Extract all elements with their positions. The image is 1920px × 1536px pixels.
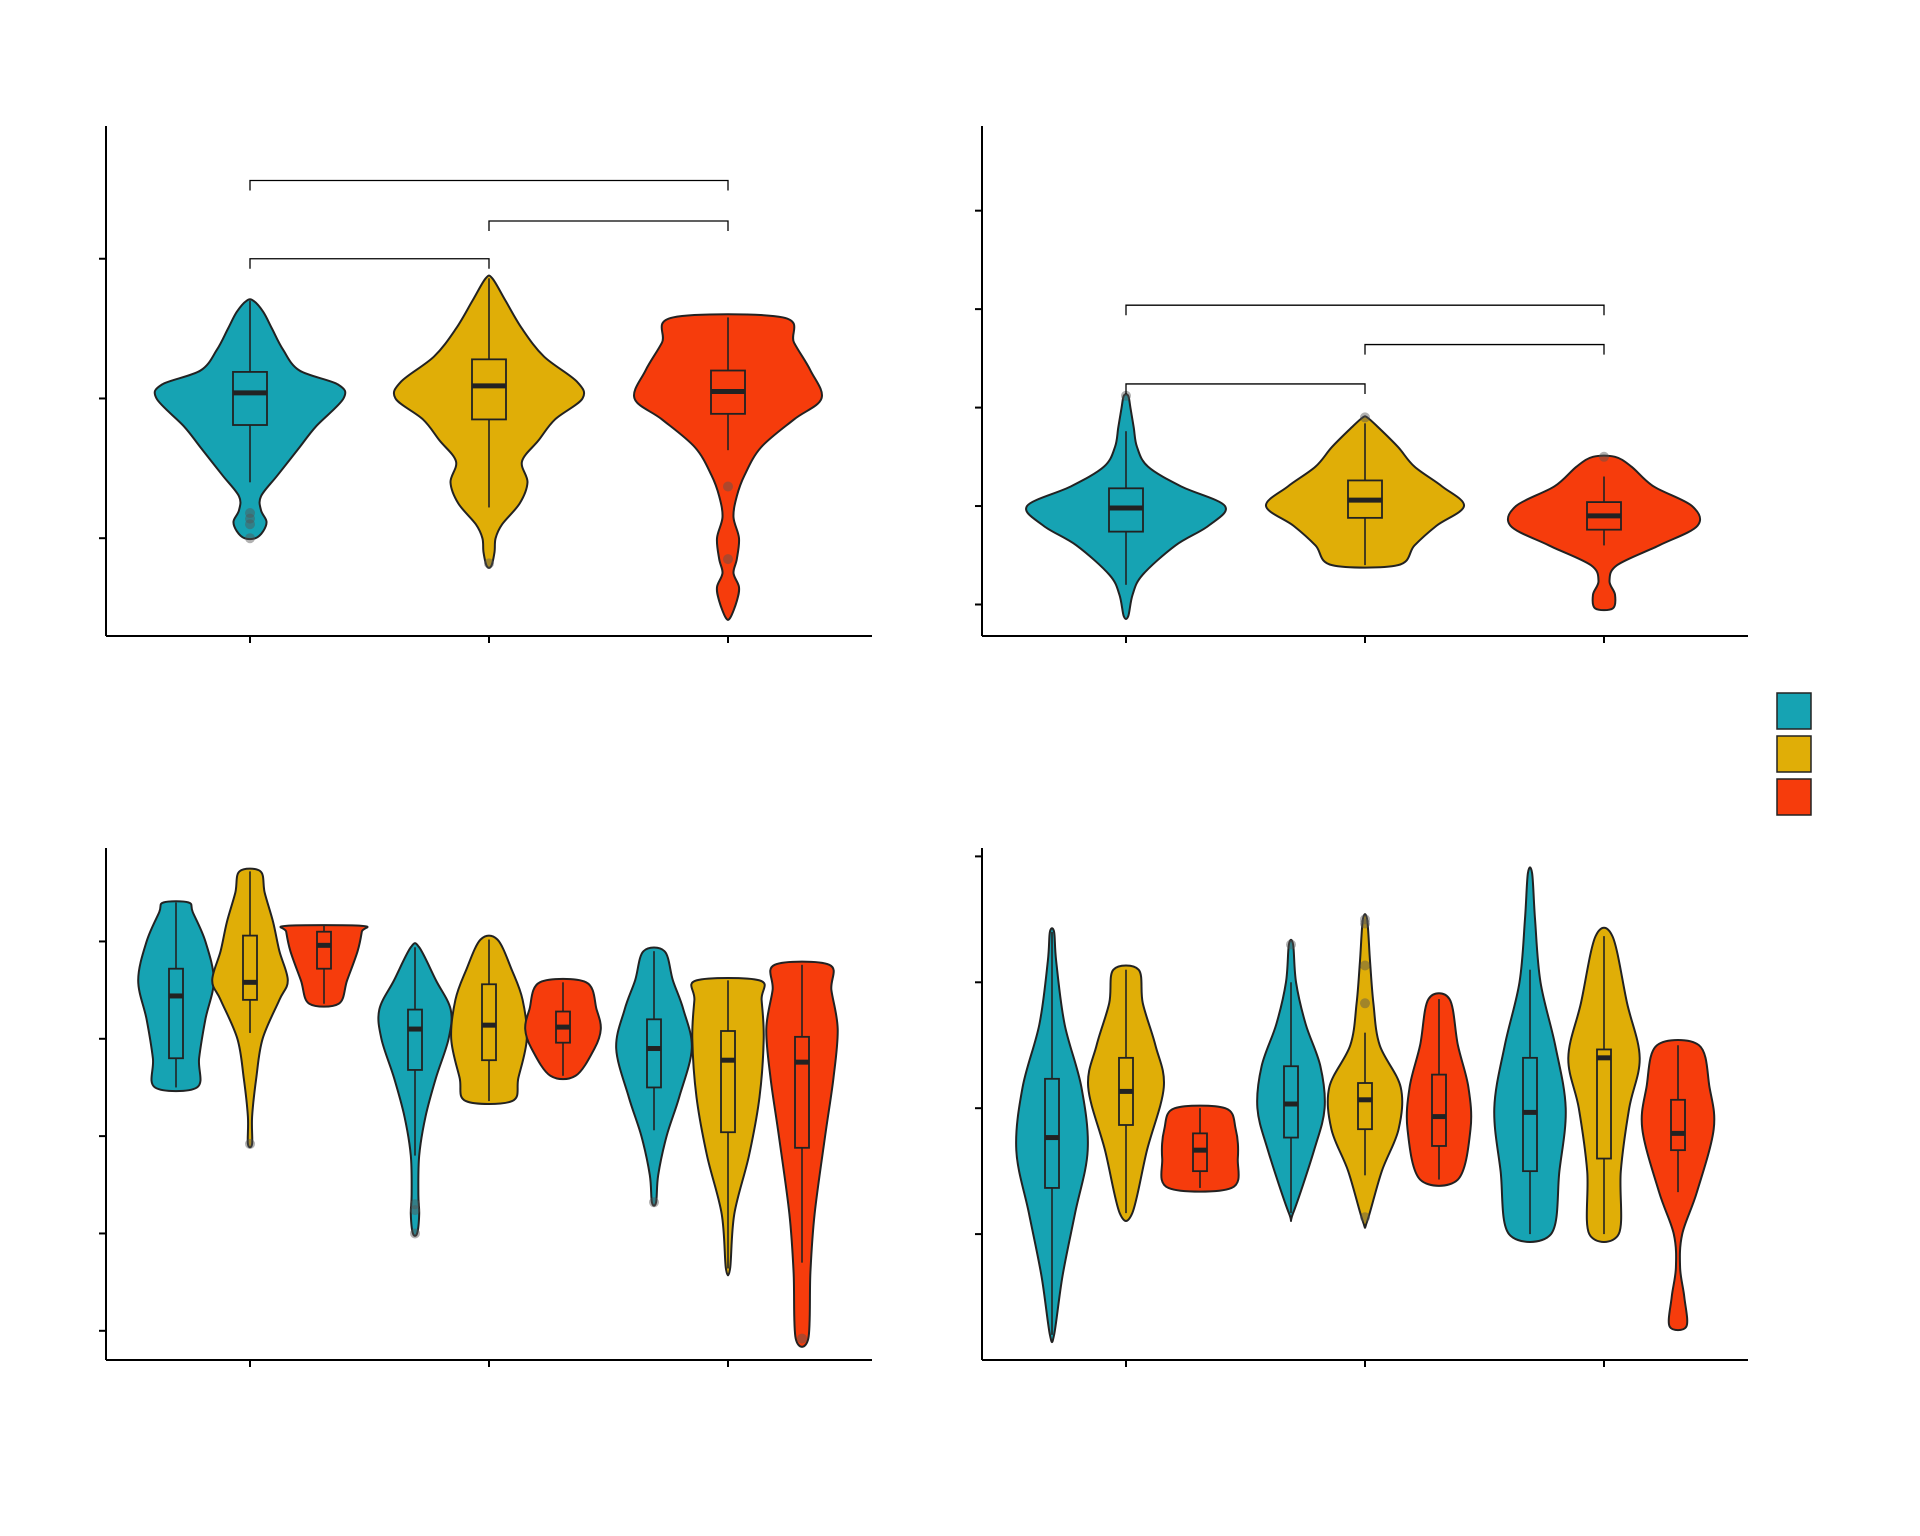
outlier-point <box>484 558 494 569</box>
violin-group-relapse-G1 <box>1493 866 1567 1243</box>
bracket-line <box>1364 343 1605 355</box>
legend-swatch-S <box>1776 735 1812 773</box>
outlier-point <box>245 513 255 524</box>
outlier-point <box>1121 390 1131 401</box>
outlier-point <box>1360 960 1370 971</box>
outlier-point <box>649 1197 659 1208</box>
box <box>720 1030 736 1134</box>
box <box>1357 1082 1373 1131</box>
violin-body <box>1405 992 1473 1187</box>
outlier-point <box>723 554 733 565</box>
legend-swatch-G2M <box>1776 778 1812 816</box>
comparison-bracket <box>488 220 729 232</box>
outlier-point <box>1360 1212 1370 1223</box>
violin-group-MRD-G1 <box>377 942 453 1239</box>
violin-group-relapse-S <box>690 976 766 1277</box>
violin-body <box>1567 926 1641 1243</box>
panel-upr-phase <box>975 126 1748 643</box>
violin-body <box>1256 938 1326 1222</box>
box <box>232 371 268 426</box>
violin-body <box>690 976 766 1277</box>
box <box>316 930 332 970</box>
box <box>168 967 184 1060</box>
violin-group-S <box>1265 412 1465 569</box>
violin-group-S <box>392 274 586 569</box>
outlier-point <box>1360 412 1370 423</box>
violin-group-MRD-S <box>1326 913 1404 1229</box>
outlier-point <box>1599 451 1609 462</box>
panel-upr-treatment <box>975 848 1748 1367</box>
box <box>1044 1077 1060 1189</box>
violin-group-G2M <box>633 313 823 621</box>
violin-group-MRD-G2M <box>1405 992 1473 1187</box>
violin-group-relapse-G2M <box>1640 1039 1716 1332</box>
comparison-bracket <box>249 258 490 269</box>
violin-body <box>633 313 823 621</box>
box <box>646 1018 662 1089</box>
outlier-point <box>797 1333 807 1344</box>
box <box>1431 1073 1447 1147</box>
violin-group-G1 <box>153 298 347 544</box>
bracket-line <box>1125 304 1605 316</box>
bracket-line <box>1125 383 1366 394</box>
violin-body <box>615 946 693 1207</box>
box <box>407 1008 423 1071</box>
box <box>1670 1098 1686 1152</box>
outlier-point <box>1286 939 1296 950</box>
violin-group-vehicle-G1 <box>1015 927 1089 1344</box>
box <box>794 1035 810 1149</box>
comparison-bracket <box>1364 343 1605 355</box>
comparison-bracket <box>1125 383 1366 394</box>
bracket-line <box>488 220 729 232</box>
outlier-point <box>410 1228 420 1239</box>
outlier-point <box>410 1205 420 1216</box>
box <box>242 934 258 1001</box>
panel-oxphos-treatment <box>99 848 872 1367</box>
violin-group-relapse-G2M <box>765 960 839 1348</box>
outlier-point <box>1360 998 1370 1009</box>
violin-group-vehicle-S <box>1087 964 1165 1222</box>
violin-group-relapse-G1 <box>615 946 693 1208</box>
outlier-point <box>410 1199 420 1210</box>
violin-group-vehicle-G2M <box>1160 1104 1240 1193</box>
violin-body <box>153 298 347 541</box>
comparison-bracket <box>1125 304 1605 316</box>
outlier-point <box>245 508 255 519</box>
outlier-point <box>245 519 255 530</box>
violin-group-MRD-G1 <box>1256 938 1326 1222</box>
bracket-line <box>249 179 729 191</box>
panel-oxphos-phase <box>99 126 872 643</box>
box <box>471 358 507 421</box>
outlier-point <box>245 1138 255 1149</box>
violin-group-MRD-G2M <box>524 977 602 1081</box>
box <box>1596 1048 1612 1160</box>
violin-body <box>1265 415 1465 569</box>
comparison-bracket <box>249 179 729 191</box>
legend <box>1776 692 1812 816</box>
outlier-point <box>723 481 733 492</box>
violin-group-G1 <box>1025 390 1227 620</box>
violin-group-G2M <box>1506 451 1702 612</box>
outlier-point <box>245 533 255 544</box>
violin-group-relapse-S <box>1567 926 1641 1243</box>
violin-body <box>279 924 369 1008</box>
outlier-point <box>1360 918 1370 929</box>
box <box>481 983 497 1062</box>
violin-group-vehicle-G2M <box>279 924 369 1008</box>
outlier-point <box>1360 914 1370 925</box>
bracket-line <box>249 258 490 269</box>
violin-group-MRD-S <box>450 934 528 1105</box>
violin-group-vehicle-G1 <box>137 900 215 1093</box>
violin-group-vehicle-S <box>211 867 289 1149</box>
legend-swatch-G1 <box>1776 692 1812 730</box>
